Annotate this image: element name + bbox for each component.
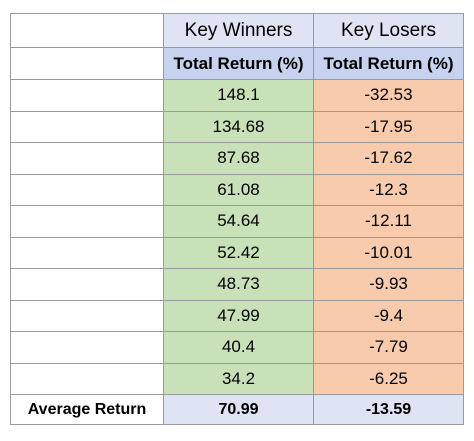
loser-return-cell: -10.01	[313, 236, 464, 269]
row-label-cell	[10, 362, 164, 395]
table-row: 40.4 -7.79	[10, 331, 464, 364]
row-label-cell	[10, 236, 164, 269]
table-row: 54.64 -12.11	[10, 205, 464, 238]
loser-return-cell: -9.93	[313, 268, 464, 301]
winner-return-cell: 54.64	[163, 205, 314, 238]
table-row: 48.73 -9.93	[10, 268, 464, 301]
losers-header: Key Losers	[313, 13, 464, 48]
average-losers-value: -13.59	[313, 394, 464, 425]
winner-return-cell: 40.4	[163, 331, 314, 364]
average-row: Average Return 70.99 -13.59	[10, 394, 464, 425]
table-row: 34.2 -6.25	[10, 362, 464, 395]
loser-return-cell: -9.4	[313, 299, 464, 332]
loser-return-cell: -12.11	[313, 205, 464, 238]
winner-return-cell: 47.99	[163, 299, 314, 332]
winner-return-cell: 48.73	[163, 268, 314, 301]
winner-return-cell: 61.08	[163, 173, 314, 206]
row-label-cell	[10, 299, 164, 332]
loser-return-cell: -12.3	[313, 173, 464, 206]
row-label-cell	[10, 331, 164, 364]
average-winners-value: 70.99	[163, 394, 314, 425]
loser-return-cell: -17.62	[313, 142, 464, 175]
returns-table: Key Winners Key Losers Total Return (%) …	[10, 13, 464, 425]
row-label-cell	[10, 79, 164, 112]
winner-return-cell: 34.2	[163, 362, 314, 395]
table-row: 61.08 -12.3	[10, 173, 464, 206]
winners-subheader: Total Return (%)	[163, 47, 314, 80]
table-row: 87.68 -17.62	[10, 142, 464, 175]
table-row: 148.1 -32.53	[10, 79, 464, 112]
loser-return-cell: -7.79	[313, 331, 464, 364]
loser-return-cell: -17.95	[313, 110, 464, 143]
average-label: Average Return	[10, 394, 164, 425]
winners-header: Key Winners	[163, 13, 314, 48]
row-label-cell	[10, 173, 164, 206]
table-row: 47.99 -9.4	[10, 299, 464, 332]
table-row: 52.42 -10.01	[10, 236, 464, 269]
loser-return-cell: -6.25	[313, 362, 464, 395]
corner-cell	[10, 13, 164, 48]
row-label-cell	[10, 268, 164, 301]
winner-return-cell: 87.68	[163, 142, 314, 175]
row-label-cell	[10, 205, 164, 238]
header-row: Key Winners Key Losers	[10, 13, 464, 48]
loser-return-cell: -32.53	[313, 79, 464, 112]
winner-return-cell: 148.1	[163, 79, 314, 112]
table-body: Key Winners Key Losers Total Return (%) …	[10, 13, 464, 425]
winner-return-cell: 134.68	[163, 110, 314, 143]
row-label-cell	[10, 110, 164, 143]
subheader-row: Total Return (%) Total Return (%)	[10, 47, 464, 80]
table-row: 134.68 -17.95	[10, 110, 464, 143]
row-label-cell	[10, 142, 164, 175]
losers-subheader: Total Return (%)	[313, 47, 464, 80]
subheader-blank-cell	[10, 47, 164, 80]
winner-return-cell: 52.42	[163, 236, 314, 269]
